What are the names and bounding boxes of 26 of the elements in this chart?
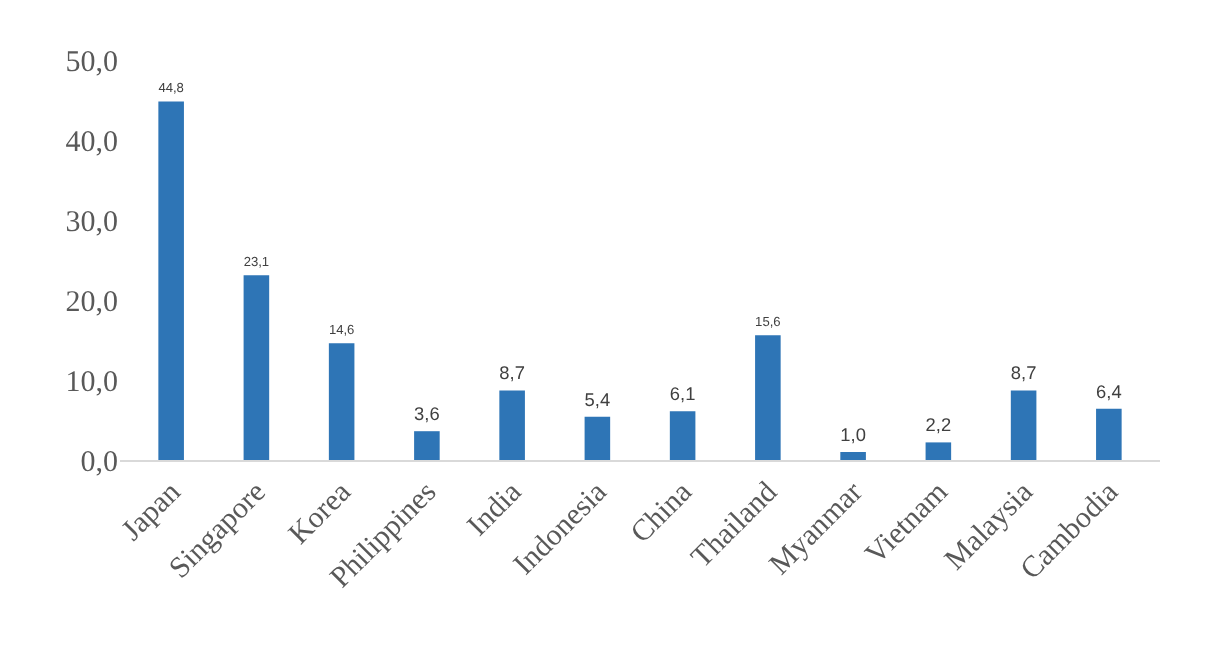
bar bbox=[499, 390, 525, 460]
data-label: 8,7 bbox=[499, 363, 525, 384]
y-tick-label: 40,0 bbox=[65, 126, 118, 159]
data-label: 5,4 bbox=[584, 389, 611, 410]
bar bbox=[1010, 390, 1037, 460]
bar bbox=[755, 335, 781, 460]
bar bbox=[925, 442, 952, 460]
bar bbox=[158, 101, 184, 460]
y-tick-label: 10,0 bbox=[65, 366, 118, 399]
bar bbox=[584, 416, 611, 460]
bar bbox=[328, 343, 355, 460]
y-tick-label: 0,0 bbox=[80, 446, 118, 479]
y-tick-label: 20,0 bbox=[65, 286, 118, 319]
y-tick-label: 50,0 bbox=[65, 46, 118, 79]
data-label: 2,2 bbox=[925, 415, 952, 436]
bar bbox=[243, 275, 270, 460]
bar bbox=[1096, 408, 1122, 460]
y-tick-label: 30,0 bbox=[65, 206, 118, 239]
bar bbox=[840, 452, 866, 460]
data-label: 6,4 bbox=[1096, 381, 1122, 402]
data-label: 8,7 bbox=[1010, 363, 1037, 384]
data-label: 1,0 bbox=[840, 425, 866, 446]
data-label: 6,1 bbox=[669, 384, 696, 405]
bar bbox=[669, 411, 696, 460]
data-label: 3,6 bbox=[414, 404, 440, 425]
bar bbox=[414, 431, 440, 460]
